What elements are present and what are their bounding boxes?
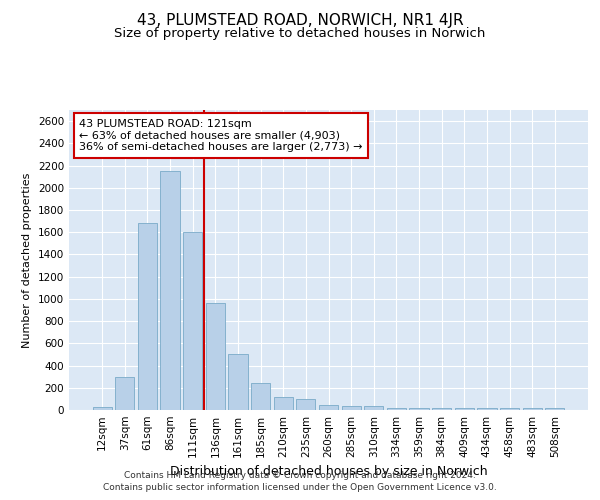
Text: Contains public sector information licensed under the Open Government Licence v3: Contains public sector information licen… <box>103 484 497 492</box>
Bar <box>296 399 316 410</box>
Bar <box>432 408 451 410</box>
Bar <box>364 406 383 410</box>
Bar <box>455 408 474 410</box>
Bar <box>387 408 406 410</box>
Text: Contains HM Land Registry data © Crown copyright and database right 2024.: Contains HM Land Registry data © Crown c… <box>124 471 476 480</box>
Bar <box>274 396 293 410</box>
Text: 43, PLUMSTEAD ROAD, NORWICH, NR1 4JR: 43, PLUMSTEAD ROAD, NORWICH, NR1 4JR <box>137 12 463 28</box>
Bar <box>251 383 270 410</box>
Bar <box>229 354 248 410</box>
Bar <box>183 232 202 410</box>
Bar <box>92 407 112 410</box>
Text: 43 PLUMSTEAD ROAD: 121sqm
← 63% of detached houses are smaller (4,903)
36% of se: 43 PLUMSTEAD ROAD: 121sqm ← 63% of detac… <box>79 119 363 152</box>
Bar <box>115 376 134 410</box>
Bar <box>500 408 519 410</box>
Bar <box>138 224 157 410</box>
Bar <box>206 304 225 410</box>
Y-axis label: Number of detached properties: Number of detached properties <box>22 172 32 348</box>
Bar <box>341 406 361 410</box>
Bar <box>523 408 542 410</box>
X-axis label: Distribution of detached houses by size in Norwich: Distribution of detached houses by size … <box>170 466 487 478</box>
Bar <box>160 171 180 410</box>
Bar <box>319 405 338 410</box>
Bar <box>545 408 565 410</box>
Bar <box>409 408 428 410</box>
Text: Size of property relative to detached houses in Norwich: Size of property relative to detached ho… <box>115 28 485 40</box>
Bar <box>477 408 497 410</box>
